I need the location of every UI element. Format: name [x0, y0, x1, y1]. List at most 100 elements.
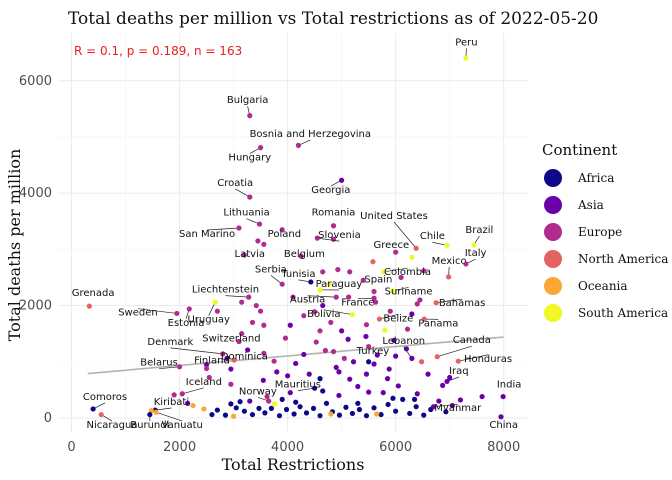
data-point	[230, 413, 237, 419]
data-point	[425, 371, 431, 377]
data-point	[333, 294, 339, 300]
data-point	[147, 411, 153, 418]
data-point	[355, 400, 361, 406]
data-point	[471, 242, 477, 248]
point-label: Lebanon	[382, 336, 425, 347]
point-label: Comoros	[83, 392, 127, 403]
data-point	[86, 303, 92, 309]
point-label: Colombia	[384, 267, 431, 278]
data-point	[312, 309, 318, 315]
data-point	[228, 381, 234, 387]
data-point	[341, 355, 347, 361]
data-point	[409, 254, 415, 260]
label-leader-line	[156, 411, 183, 422]
data-point	[317, 413, 323, 419]
data-point	[310, 405, 317, 411]
data-point	[320, 269, 326, 275]
data-point	[231, 357, 237, 363]
data-point	[291, 411, 297, 417]
label-leader-line	[392, 286, 409, 292]
data-point	[395, 383, 401, 389]
data-point	[320, 388, 326, 394]
data-point	[190, 402, 196, 409]
data-point	[261, 322, 267, 328]
data-point	[314, 235, 320, 241]
point-label: Belize	[383, 313, 413, 324]
point-label: Bolivia	[307, 309, 340, 320]
data-point	[214, 308, 220, 314]
point-label: India	[497, 380, 522, 391]
data-point	[350, 359, 357, 365]
point-label: Nicaragua	[87, 420, 138, 431]
data-point	[363, 322, 370, 328]
data-point	[328, 319, 334, 326]
data-point	[457, 397, 464, 403]
data-point	[498, 414, 504, 420]
point-label: Estonia	[168, 318, 205, 329]
data-point	[256, 405, 262, 411]
data-point	[371, 295, 377, 301]
point-label: Sweden	[118, 308, 158, 319]
data-point	[297, 404, 303, 410]
data-point	[317, 376, 323, 382]
data-point	[371, 288, 377, 295]
point-label: Bulgaria	[227, 95, 268, 106]
data-point	[430, 404, 437, 410]
point-label: Uruguay	[187, 314, 230, 325]
point-label: Romania	[312, 208, 356, 219]
data-point	[256, 221, 263, 227]
label-leader-line	[307, 295, 337, 298]
data-point	[284, 373, 291, 379]
data-point	[407, 410, 413, 417]
data-point	[347, 376, 353, 382]
point-label: Slovenia	[318, 230, 361, 241]
point-label: Spain	[364, 275, 392, 286]
label-leader-line	[437, 345, 472, 358]
legend-label: South America	[578, 306, 668, 320]
label-leader-line	[158, 366, 180, 370]
point-label: Denmark	[147, 337, 193, 348]
legend-label: Asia	[577, 198, 604, 212]
data-point	[463, 261, 469, 267]
grid	[58, 33, 528, 432]
point-label: Georgia	[311, 185, 350, 196]
data-point	[386, 366, 392, 372]
label-leader-line	[225, 295, 249, 298]
point-label: Belgium	[284, 249, 325, 260]
data-point	[328, 411, 334, 417]
data-point	[236, 225, 242, 231]
point-label: Honduras	[464, 354, 512, 365]
data-point	[463, 55, 469, 61]
data-point	[257, 145, 264, 151]
data-point	[209, 411, 215, 418]
data-point	[260, 377, 266, 383]
data-point	[339, 177, 345, 183]
data-point	[393, 408, 399, 414]
label-leader-line	[235, 188, 250, 198]
data-point	[295, 142, 302, 148]
data-point	[400, 396, 406, 403]
data-point	[237, 399, 243, 405]
x-axis-title: Total Restrictions	[222, 455, 365, 474]
data-point	[413, 245, 419, 251]
point-label: Lithuania	[223, 208, 269, 219]
data-point	[245, 347, 251, 353]
x-tick-label: 2000	[163, 440, 196, 455]
data-point	[323, 400, 330, 406]
point-label: Grenada	[72, 288, 115, 299]
point-label: Mexico	[432, 256, 467, 267]
data-point	[440, 382, 446, 388]
data-point	[228, 401, 234, 407]
legend-key	[544, 169, 562, 187]
chart-title: Total deaths per million vs Total restri…	[68, 9, 598, 29]
data-point	[371, 405, 377, 411]
data-point	[339, 328, 345, 334]
data-point	[409, 311, 415, 317]
legend-key	[544, 223, 562, 241]
data-point	[228, 366, 234, 372]
point-label: Chile	[420, 231, 445, 242]
data-point	[385, 401, 391, 408]
data-point	[241, 408, 247, 414]
y-tick-label: 4000	[19, 186, 52, 201]
